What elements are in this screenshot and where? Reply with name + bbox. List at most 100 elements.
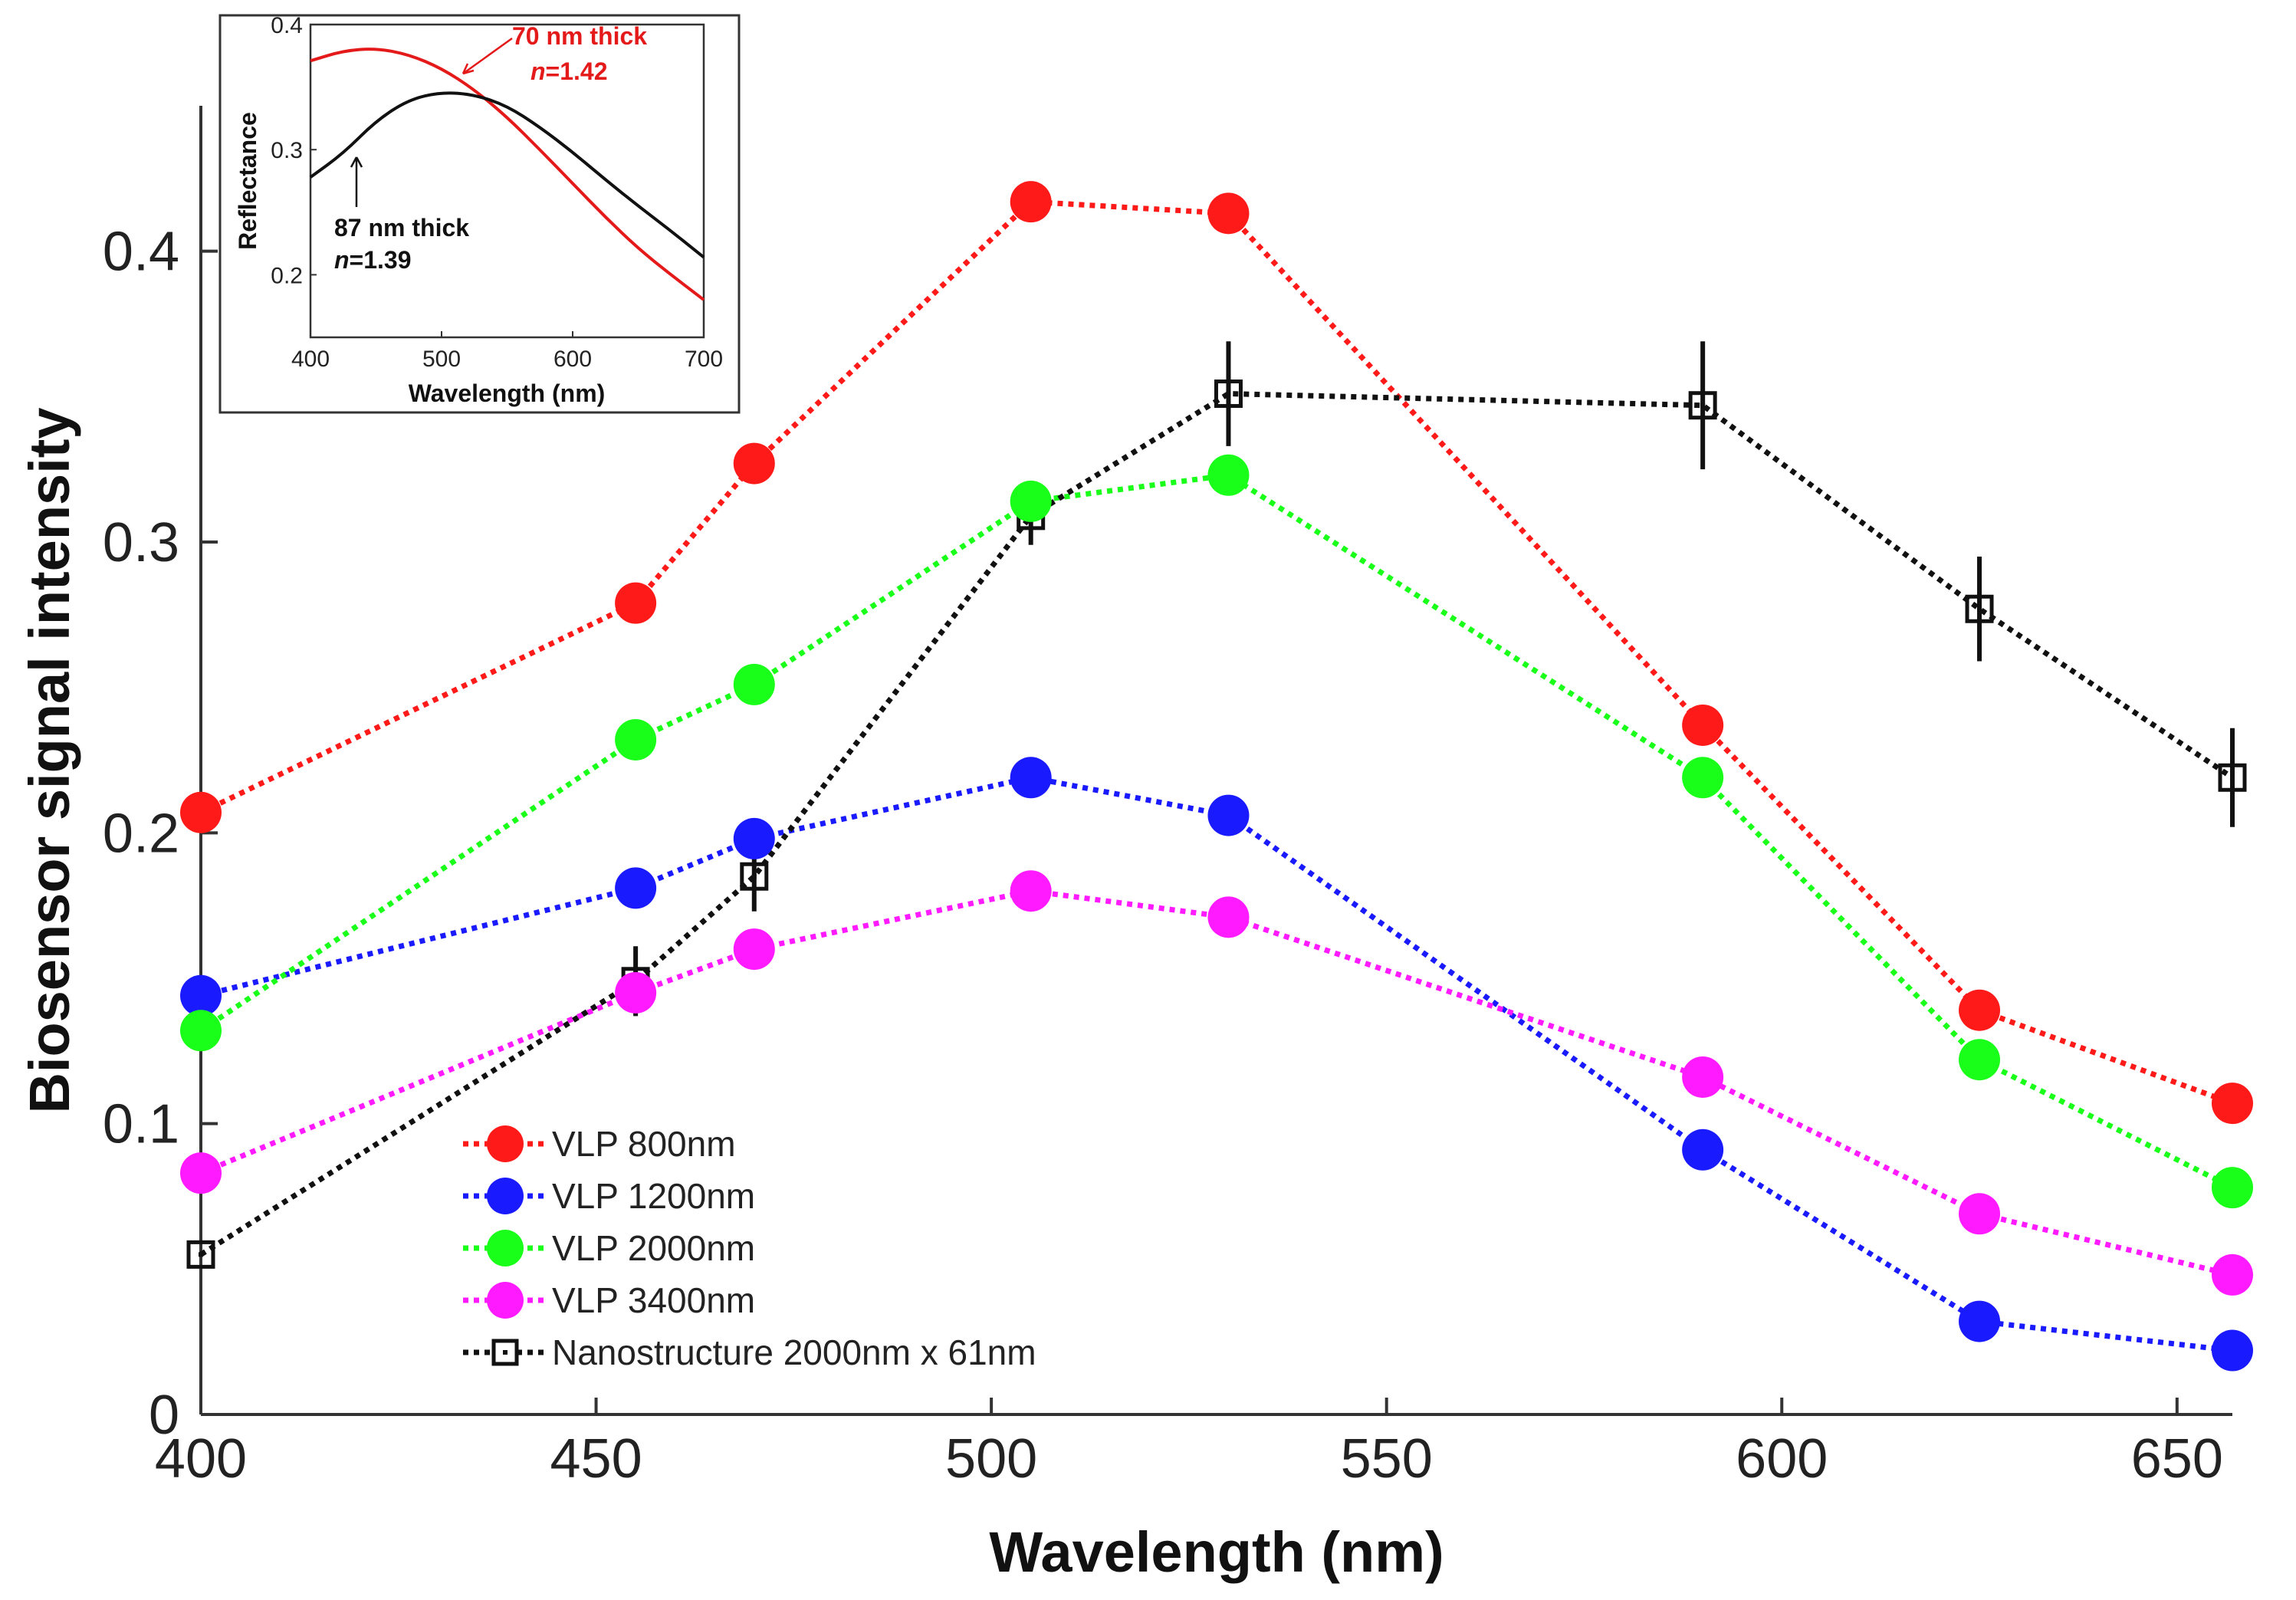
data-point-vlp-1200nm: [1010, 757, 1052, 799]
data-point-vlp-3400nm: [615, 971, 657, 1014]
data-point-vlp-800nm: [1010, 181, 1052, 223]
x-tick-label: 650: [2131, 1428, 2223, 1490]
data-point-nanostructure-2000nm-x-61nm: [1688, 391, 1717, 420]
inset-curve-70-nm-thick: [310, 48, 705, 301]
inset-arrowhead-red: [461, 63, 475, 75]
data-point-vlp-3400nm: [733, 928, 775, 971]
data-point-center-nanostructure-2000nm-x-61nm: [1700, 402, 1706, 408]
x-tick-label: 500: [945, 1428, 1037, 1490]
data-point-vlp-800nm: [180, 791, 222, 833]
data-point-vlp-2000nm: [2212, 1167, 2253, 1209]
legend-marker-center-nanostructure-2000nm-x-61nm: [503, 1350, 507, 1355]
inset-series: [309, 48, 705, 301]
data-point-vlp-1200nm: [1959, 1300, 2001, 1342]
data-point-center-nanostructure-2000nm-x-61nm: [1226, 391, 1231, 396]
data-point-nanostructure-2000nm-x-61nm: [740, 862, 769, 891]
data-point-vlp-800nm: [2212, 1083, 2253, 1125]
x-tick-label: 550: [1341, 1428, 1433, 1490]
data-point-vlp-2000nm: [615, 718, 657, 761]
inset-annotation-red-line1: 70 nm thick: [512, 22, 647, 50]
y-axis-title: Biosensor signal intensity: [18, 407, 81, 1113]
x-tick-label: 600: [1736, 1428, 1828, 1490]
y-tick-label: 0.2: [103, 803, 179, 864]
inset-y-tick-label: 0.2: [271, 263, 303, 288]
inset-x-tick-label: 400: [291, 347, 330, 372]
x-tick-label: 400: [155, 1428, 247, 1490]
inset-x-tick-label: 600: [553, 347, 592, 372]
main-series: [180, 181, 2253, 1372]
data-point-vlp-1200nm: [615, 867, 657, 909]
legend-label-nanostructure-2000nm-x-61nm: Nanostructure 2000nm x 61nm: [552, 1332, 1036, 1372]
legend-label-vlp-1200nm: VLP 1200nm: [552, 1176, 755, 1216]
series-line-vlp-2000nm: [199, 472, 2234, 1191]
inset-chart: 400 500 600 700 0.2 0.3 0.4 Wavelength (nm) Re…: [218, 13, 741, 414]
data-point-vlp-800nm: [733, 442, 775, 485]
data-point-vlp-3400nm: [180, 1152, 222, 1194]
data-point-vlp-1200nm: [1682, 1129, 1724, 1171]
inset-frame: [218, 14, 741, 414]
data-point-nanostructure-2000nm-x-61nm: [2218, 763, 2247, 792]
inset-y-axis-title: Reflectance: [234, 112, 261, 250]
data-point-vlp-800nm: [1959, 989, 2001, 1031]
series-line-vlp-1200nm: [200, 774, 2233, 1354]
data-point-vlp-3400nm: [2212, 1253, 2253, 1296]
legend-marker-vlp-2000nm: [487, 1230, 524, 1267]
x-axis-title: Wavelength (nm): [989, 1520, 1444, 1584]
legend-marker-nanostructure-2000nm-x-61nm: [491, 1339, 519, 1366]
legend-label-vlp-800nm: VLP 800nm: [552, 1124, 736, 1164]
y-tick-label: 0.4: [103, 222, 179, 283]
data-point-vlp-2000nm: [1959, 1039, 2001, 1081]
legend-label-vlp-2000nm: VLP 2000nm: [552, 1228, 755, 1268]
data-point-nanostructure-2000nm-x-61nm: [186, 1240, 215, 1269]
inset-y-tick-label: 0.3: [271, 138, 303, 163]
data-point-vlp-1200nm: [2212, 1329, 2253, 1372]
inset-annotation-red-line2: n=1.42: [530, 57, 608, 85]
data-point-vlp-1200nm: [180, 974, 222, 1017]
main-ticks: 400 450 500 550 600 650 0 0.1 0.2 0.3 0.4: [103, 222, 2223, 1490]
y-tick-label: 0.1: [103, 1094, 179, 1155]
data-point-center-nanostructure-2000nm-x-61nm: [1977, 606, 1982, 612]
data-point-nanostructure-2000nm-x-61nm: [1965, 594, 1994, 623]
data-point-vlp-2000nm: [1010, 480, 1052, 522]
data-point-vlp-2000nm: [733, 663, 775, 705]
data-point-center-nanostructure-2000nm-x-61nm: [2230, 775, 2235, 780]
data-point-vlp-2000nm: [180, 1010, 222, 1052]
data-point-vlp-3400nm: [1207, 896, 1250, 938]
data-point-vlp-1200nm: [1207, 794, 1250, 836]
data-point-vlp-800nm: [1207, 192, 1250, 235]
inset-x-axis-title: Wavelength (nm): [409, 379, 606, 407]
y-tick-label: 0: [149, 1385, 179, 1446]
data-point-vlp-2000nm: [1682, 757, 1724, 799]
inset-x-tick-label: 700: [685, 347, 723, 372]
inset-arrow-red: [462, 37, 513, 75]
series-line-vlp-3400nm: [199, 888, 2233, 1278]
inset-arrowhead-black: [350, 156, 363, 168]
legend-marker-vlp-1200nm: [487, 1178, 524, 1214]
series-line-nanostructure-2000nm-x-61nm: [199, 391, 2234, 1257]
inset-ticks: 400 500 600 700 0.2 0.3 0.4: [271, 13, 723, 372]
main-chart: 400 450 500 550 600 650 0 0.1 0.2 0.3 0.4 Waveleng…: [18, 106, 2253, 1584]
data-point-vlp-800nm: [615, 582, 657, 624]
data-point-vlp-3400nm: [1682, 1056, 1724, 1098]
x-tick-label: 450: [550, 1428, 642, 1490]
data-point-center-nanostructure-2000nm-x-61nm: [751, 874, 757, 879]
inset-y-tick-label: 0.4: [271, 13, 303, 38]
legend-marker-vlp-3400nm: [487, 1282, 524, 1319]
legend-marker-vlp-800nm: [487, 1125, 524, 1162]
data-point-vlp-800nm: [1682, 704, 1724, 746]
inset-annotation-black-line1: 87 nm thick: [334, 214, 469, 241]
inset-curve-87-nm-thick: [309, 91, 705, 259]
inset-annotation-black-line2: n=1.39: [334, 246, 412, 274]
inset-plot-box: [309, 23, 705, 339]
legend: VLP 800nm VLP 1200nm VLP 2000nm VLP 3400nm N…: [463, 1124, 1036, 1372]
legend-label-vlp-3400nm: VLP 3400nm: [552, 1280, 755, 1320]
data-point-vlp-2000nm: [1207, 454, 1250, 496]
data-point-vlp-3400nm: [1959, 1193, 2001, 1235]
data-point-vlp-3400nm: [1010, 870, 1052, 912]
data-point-center-nanostructure-2000nm-x-61nm: [199, 1252, 203, 1257]
data-point-vlp-1200nm: [733, 817, 775, 859]
data-point-nanostructure-2000nm-x-61nm: [1214, 379, 1243, 409]
inset-x-tick-label: 500: [422, 347, 461, 372]
y-tick-label: 0.3: [103, 512, 179, 573]
